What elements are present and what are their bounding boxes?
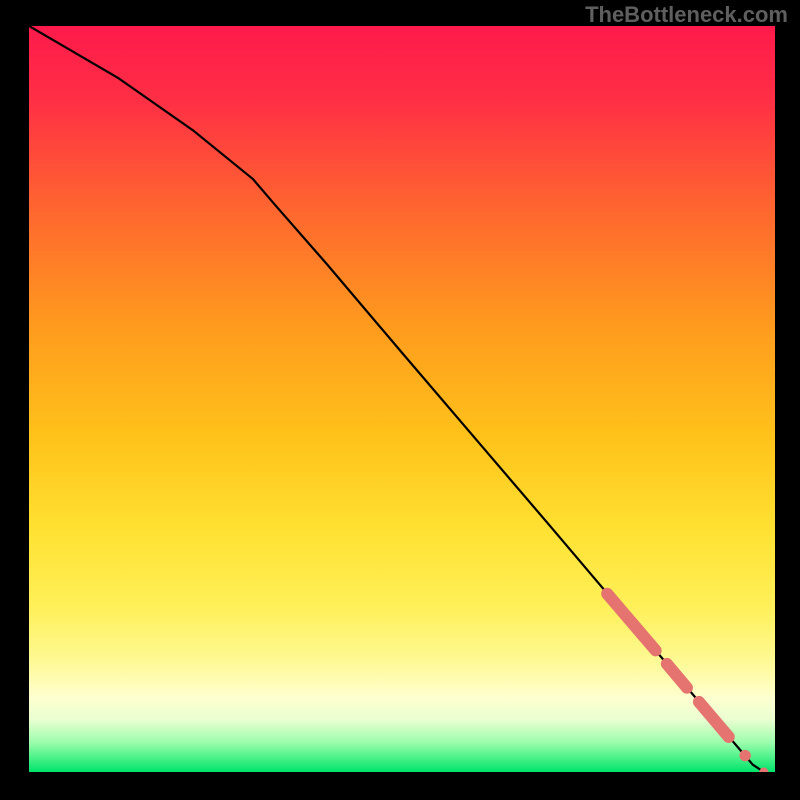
chart-overlay [29, 26, 775, 772]
plot-area [29, 26, 775, 772]
attribution-text: TheBottleneck.com [585, 2, 788, 28]
marker-dot [759, 768, 768, 773]
marker-segment [699, 702, 729, 737]
trend-line [29, 26, 764, 772]
marker-dot [739, 750, 750, 761]
marker-segment [667, 664, 687, 688]
marker-segment [607, 594, 655, 651]
